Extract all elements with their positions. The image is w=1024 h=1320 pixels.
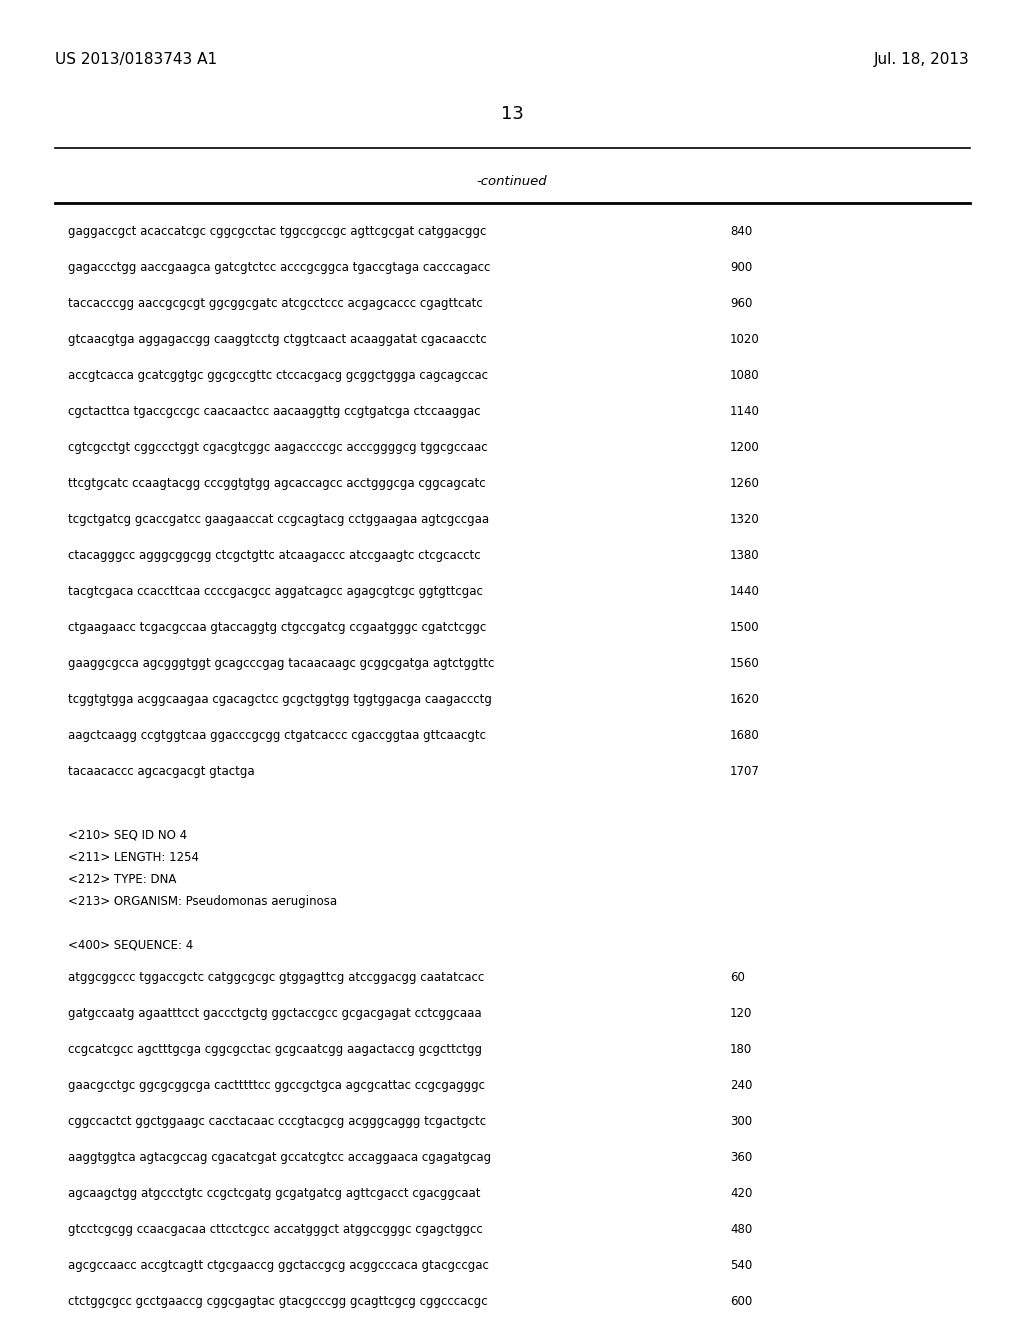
Text: gatgccaatg agaatttcct gaccctgctg ggctaccgcc gcgacgagat cctcggcaaa: gatgccaatg agaatttcct gaccctgctg ggctacc… <box>68 1007 481 1020</box>
Text: ctacagggcc agggcggcgg ctcgctgttc atcaagaccc atccgaagtc ctcgcacctc: ctacagggcc agggcggcgg ctcgctgttc atcaaga… <box>68 549 480 562</box>
Text: 1380: 1380 <box>730 549 760 562</box>
Text: tacaacaccc agcacgacgt gtactga: tacaacaccc agcacgacgt gtactga <box>68 766 255 777</box>
Text: cgtcgcctgt cggccctggt cgacgtcggc aagaccccgc acccggggcg tggcgccaac: cgtcgcctgt cggccctggt cgacgtcggc aagaccc… <box>68 441 487 454</box>
Text: 1440: 1440 <box>730 585 760 598</box>
Text: 1320: 1320 <box>730 513 760 525</box>
Text: US 2013/0183743 A1: US 2013/0183743 A1 <box>55 51 217 67</box>
Text: 840: 840 <box>730 224 753 238</box>
Text: 300: 300 <box>730 1115 752 1129</box>
Text: 1500: 1500 <box>730 620 760 634</box>
Text: tcgctgatcg gcaccgatcc gaagaaccat ccgcagtacg cctggaagaa agtcgccgaa: tcgctgatcg gcaccgatcc gaagaaccat ccgcagt… <box>68 513 489 525</box>
Text: ctgaagaacc tcgacgccaa gtaccaggtg ctgccgatcg ccgaatgggc cgatctcggc: ctgaagaacc tcgacgccaa gtaccaggtg ctgccga… <box>68 620 486 634</box>
Text: cggccactct ggctggaagc cacctacaac cccgtacgcg acgggcaggg tcgactgctc: cggccactct ggctggaagc cacctacaac cccgtac… <box>68 1115 486 1129</box>
Text: -continued: -continued <box>477 176 547 187</box>
Text: <210> SEQ ID NO 4: <210> SEQ ID NO 4 <box>68 829 187 842</box>
Text: <212> TYPE: DNA: <212> TYPE: DNA <box>68 873 176 886</box>
Text: 1560: 1560 <box>730 657 760 671</box>
Text: 600: 600 <box>730 1295 753 1308</box>
Text: 900: 900 <box>730 261 753 275</box>
Text: atggcggccc tggaccgctc catggcgcgc gtggagttcg atccggacgg caatatcacc: atggcggccc tggaccgctc catggcgcgc gtggagt… <box>68 972 484 983</box>
Text: 120: 120 <box>730 1007 753 1020</box>
Text: ctctggcgcc gcctgaaccg cggcgagtac gtacgcccgg gcagttcgcg cggcccacgc: ctctggcgcc gcctgaaccg cggcgagtac gtacgcc… <box>68 1295 487 1308</box>
Text: aaggtggtca agtacgccag cgacatcgat gccatcgtcc accaggaaca cgagatgcag: aaggtggtca agtacgccag cgacatcgat gccatcg… <box>68 1151 492 1164</box>
Text: accgtcacca gcatcggtgc ggcgccgttc ctccacgacg gcggctggga cagcagccac: accgtcacca gcatcggtgc ggcgccgttc ctccacg… <box>68 370 488 381</box>
Text: 1680: 1680 <box>730 729 760 742</box>
Text: tacgtcgaca ccaccttcaa ccccgacgcc aggatcagcc agagcgtcgc ggtgttcgac: tacgtcgaca ccaccttcaa ccccgacgcc aggatca… <box>68 585 483 598</box>
Text: 1707: 1707 <box>730 766 760 777</box>
Text: 60: 60 <box>730 972 744 983</box>
Text: 360: 360 <box>730 1151 753 1164</box>
Text: agcgccaacc accgtcagtt ctgcgaaccg ggctaccgcg acggcccaca gtacgccgac: agcgccaacc accgtcagtt ctgcgaaccg ggctacc… <box>68 1259 488 1272</box>
Text: 1140: 1140 <box>730 405 760 418</box>
Text: gtcctcgcgg ccaacgacaa cttcctcgcc accatgggct atggccgggc cgagctggcc: gtcctcgcgg ccaacgacaa cttcctcgcc accatgg… <box>68 1224 482 1236</box>
Text: 1020: 1020 <box>730 333 760 346</box>
Text: 1260: 1260 <box>730 477 760 490</box>
Text: gtcaacgtga aggagaccgg caaggtcctg ctggtcaact acaaggatat cgacaacctc: gtcaacgtga aggagaccgg caaggtcctg ctggtca… <box>68 333 486 346</box>
Text: gagaccctgg aaccgaagca gatcgtctcc acccgcggca tgaccgtaga cacccagacc: gagaccctgg aaccgaagca gatcgtctcc acccgcg… <box>68 261 490 275</box>
Text: ccgcatcgcc agctttgcga cggcgcctac gcgcaatcgg aagactaccg gcgcttctgg: ccgcatcgcc agctttgcga cggcgcctac gcgcaat… <box>68 1043 482 1056</box>
Text: tcggtgtgga acggcaagaa cgacagctcc gcgctggtgg tggtggacga caagaccctg: tcggtgtgga acggcaagaa cgacagctcc gcgctgg… <box>68 693 492 706</box>
Text: 1200: 1200 <box>730 441 760 454</box>
Text: 480: 480 <box>730 1224 753 1236</box>
Text: <213> ORGANISM: Pseudomonas aeruginosa: <213> ORGANISM: Pseudomonas aeruginosa <box>68 895 337 908</box>
Text: 540: 540 <box>730 1259 753 1272</box>
Text: taccacccgg aaccgcgcgt ggcggcgatc atcgcctccc acgagcaccc cgagttcatc: taccacccgg aaccgcgcgt ggcggcgatc atcgcct… <box>68 297 482 310</box>
Text: ttcgtgcatc ccaagtacgg cccggtgtgg agcaccagcc acctgggcga cggcagcatc: ttcgtgcatc ccaagtacgg cccggtgtgg agcacca… <box>68 477 485 490</box>
Text: Jul. 18, 2013: Jul. 18, 2013 <box>874 51 970 67</box>
Text: 960: 960 <box>730 297 753 310</box>
Text: 180: 180 <box>730 1043 753 1056</box>
Text: gaggaccgct acaccatcgc cggcgcctac tggccgccgc agttcgcgat catggacggc: gaggaccgct acaccatcgc cggcgcctac tggccgc… <box>68 224 486 238</box>
Text: agcaagctgg atgccctgtc ccgctcgatg gcgatgatcg agttcgacct cgacggcaat: agcaagctgg atgccctgtc ccgctcgatg gcgatga… <box>68 1187 480 1200</box>
Text: cgctacttca tgaccgccgc caacaactcc aacaaggttg ccgtgatcga ctccaaggac: cgctacttca tgaccgccgc caacaactcc aacaagg… <box>68 405 480 418</box>
Text: 13: 13 <box>501 106 523 123</box>
Text: <400> SEQUENCE: 4: <400> SEQUENCE: 4 <box>68 939 194 952</box>
Text: 1080: 1080 <box>730 370 760 381</box>
Text: <211> LENGTH: 1254: <211> LENGTH: 1254 <box>68 851 199 865</box>
Text: gaacgcctgc ggcgcggcga cactttttcc ggccgctgca agcgcattac ccgcgagggc: gaacgcctgc ggcgcggcga cactttttcc ggccgct… <box>68 1078 485 1092</box>
Text: 420: 420 <box>730 1187 753 1200</box>
Text: 240: 240 <box>730 1078 753 1092</box>
Text: gaaggcgcca agcgggtggt gcagcccgag tacaacaagc gcggcgatga agtctggttc: gaaggcgcca agcgggtggt gcagcccgag tacaaca… <box>68 657 495 671</box>
Text: aagctcaagg ccgtggtcaa ggacccgcgg ctgatcaccc cgaccggtaa gttcaacgtc: aagctcaagg ccgtggtcaa ggacccgcgg ctgatca… <box>68 729 486 742</box>
Text: 1620: 1620 <box>730 693 760 706</box>
